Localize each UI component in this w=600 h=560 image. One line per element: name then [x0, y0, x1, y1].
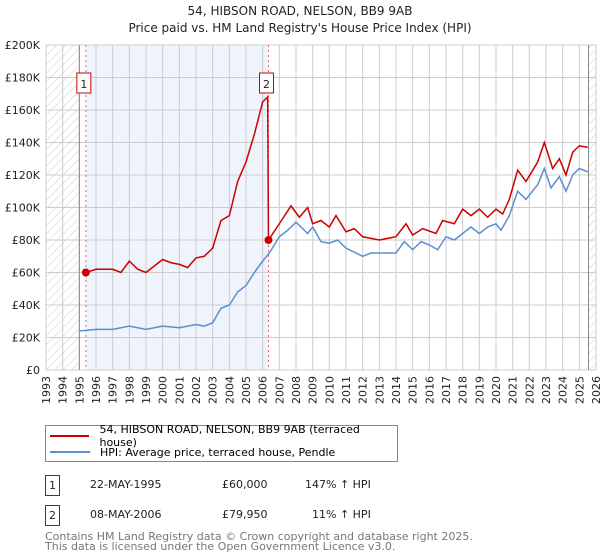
transaction-date: 22-MAY-1995: [90, 478, 162, 491]
chart-title: 54, HIBSON ROAD, NELSON, BB9 9AB: [187, 4, 413, 18]
x-tick-label: 2018: [457, 376, 470, 404]
sale-point: [81, 268, 90, 277]
x-tick-label: 2017: [440, 376, 453, 404]
y-tick-label: £200K: [5, 39, 41, 52]
x-tick-label: 2013: [373, 376, 386, 404]
x-tick-label: 2012: [357, 376, 370, 404]
legend-blue-line: [50, 451, 90, 453]
footer-copyright: Contains HM Land Registry data © Crown c…: [45, 530, 473, 543]
sale-label: 2: [263, 78, 270, 91]
transaction-hpi: 147% ↑ HPI: [305, 478, 371, 491]
x-tick-label: 2025: [573, 376, 586, 404]
sale-point: [264, 236, 273, 245]
x-tick-label: 2006: [257, 376, 270, 404]
legend-hpi: HPI: Average price, terraced house, Pend…: [100, 445, 336, 459]
x-tick-label: 1996: [90, 376, 103, 404]
x-tick-label: 2010: [323, 376, 336, 404]
x-tick-label: 2009: [307, 376, 320, 404]
property-series-line: [85, 95, 588, 274]
x-tick-label: 2021: [507, 376, 520, 404]
y-tick-label: £40K: [12, 299, 41, 312]
transaction-price: £60,000: [222, 478, 268, 491]
x-tick-label: 2024: [557, 376, 570, 404]
x-tick-label: 2002: [190, 376, 203, 404]
y-tick-label: £80K: [12, 234, 41, 247]
y-tick-label: £20K: [12, 332, 41, 345]
hpi-series-line: [79, 166, 588, 332]
transaction-hpi: 11% ↑ HPI: [312, 508, 371, 521]
transaction-number: 2: [45, 505, 60, 526]
x-tick-label: 2026: [590, 376, 600, 404]
sale-label-box: [76, 72, 92, 94]
plot-area: 1993 1994 1995 1996 1997 1998 1999 2000 2001 2002…: [5, 39, 600, 404]
x-tick-label: 1999: [140, 376, 153, 404]
y-tick-label: £160K: [5, 104, 41, 117]
y-tick-label: £140K: [5, 137, 41, 150]
x-tick-label: 2008: [290, 376, 303, 404]
legend-red-line: [50, 435, 90, 437]
legend: 54, HIBSON ROAD, NELSON, BB9 9AB (terrac…: [45, 423, 398, 462]
x-tick-label: 1998: [123, 376, 136, 404]
x-tick-label: 1995: [73, 376, 86, 404]
x-tick-label: 2015: [407, 376, 420, 404]
chart-subtitle: Price paid vs. HM Land Registry's House …: [128, 21, 472, 35]
legend-property: 54, HIBSON ROAD, NELSON, BB9 9AB (terrac…: [99, 423, 360, 449]
y-tick-label: £100K: [5, 202, 41, 215]
x-tick-label: 2022: [523, 376, 536, 404]
transaction-row: 1 22-MAY-1995 £60,000 147% ↑ HPI: [45, 475, 445, 496]
x-tick-label: 2000: [157, 376, 170, 404]
y-tick-label: £180K: [5, 72, 41, 85]
x-tick-label: 2014: [390, 376, 403, 404]
x-tick-label: 2011: [340, 376, 353, 404]
x-tick-label: 2004: [223, 376, 236, 404]
y-tick-label: £60K: [12, 267, 41, 280]
x-tick-label: 1993: [40, 376, 53, 404]
x-tick-label: 2001: [173, 376, 186, 404]
sale-label: 1: [80, 78, 87, 91]
x-tick-label: 1994: [57, 376, 70, 404]
x-tick-label: 2020: [490, 376, 503, 404]
x-tick-label: 2005: [240, 376, 253, 404]
x-tick-label: 2023: [540, 376, 553, 404]
x-tick-label: 2016: [423, 376, 436, 404]
transaction-date: 08-MAY-2006: [90, 508, 162, 521]
transaction-number: 1: [45, 475, 60, 496]
y-tick-label: £120K: [5, 169, 41, 182]
x-tick-label: 1997: [107, 376, 120, 404]
transaction-row: 2 08-MAY-2006 £79,950 11% ↑ HPI: [45, 505, 445, 526]
sale-label-box: [259, 72, 274, 94]
x-tick-label: 2007: [273, 376, 286, 404]
x-tick-label: 2019: [473, 376, 486, 404]
y-tick-label: £0: [26, 364, 40, 377]
x-tick-label: 2003: [207, 376, 220, 404]
transaction-price: £79,950: [222, 508, 268, 521]
footer-licence: This data is licensed under the Open Gov…: [45, 540, 396, 553]
